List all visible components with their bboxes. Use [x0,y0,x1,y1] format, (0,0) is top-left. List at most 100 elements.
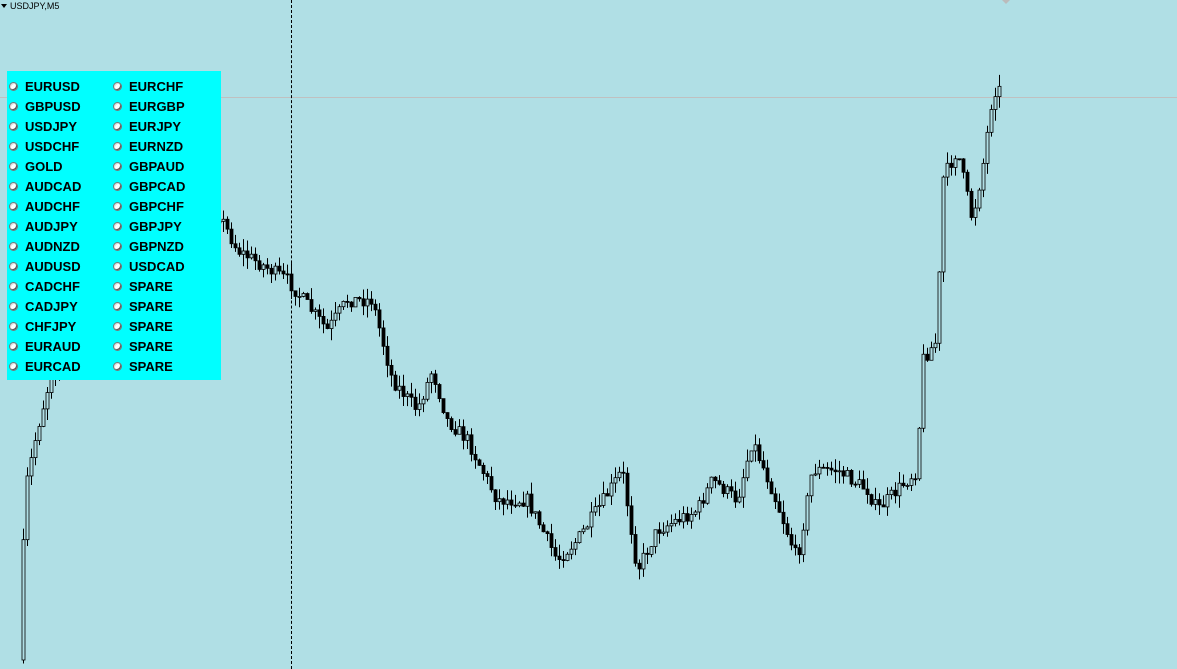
symbol-radio-gbpusd[interactable]: GBPUSD [9,96,81,116]
radio-icon[interactable] [113,241,122,251]
symbol-selector-panel: EURUSD GBPUSD USDJPY USDCHF GOLD AUDCAD AUDCHF… [7,71,221,380]
candle-body [861,479,866,490]
candle-body [645,552,650,555]
radio-icon[interactable] [9,261,18,271]
radio-icon[interactable] [9,201,18,211]
candle-body [585,526,590,530]
symbol-radio-cadjpy[interactable]: CADJPY [9,296,78,316]
symbol-label: SPARE [129,338,173,354]
candle-body [717,480,722,485]
symbol-radio-audjpy[interactable]: AUDJPY [9,216,78,236]
radio-icon[interactable] [9,81,18,91]
symbol-radio-eurusd[interactable]: EURUSD [9,76,80,96]
symbol-radio-spare[interactable]: SPARE [113,336,173,356]
candle-body [789,534,794,546]
symbol-radio-audnzd[interactable]: AUDNZD [9,236,80,256]
candle-body [701,500,706,504]
radio-icon[interactable] [113,281,122,291]
candle-body [941,176,946,273]
dropdown-triangle-icon[interactable] [1,4,7,8]
radio-icon[interactable] [9,121,18,131]
symbol-radio-eurnzd[interactable]: EURNZD [113,136,183,156]
candle-body [849,470,854,485]
radio-icon[interactable] [9,341,18,351]
candle-body [917,427,922,480]
radio-icon[interactable] [113,321,122,331]
symbol-radio-usdchf[interactable]: USDCHF [9,136,79,156]
radio-icon[interactable] [113,81,122,91]
radio-icon[interactable] [9,161,18,171]
radio-icon[interactable] [113,101,122,111]
symbol-radio-eurchf[interactable]: EURCHF [113,76,183,96]
candle-body [297,296,302,298]
candle-body [813,473,818,476]
candle-body [809,474,814,497]
radio-icon[interactable] [9,241,18,251]
symbol-radio-chfjpy[interactable]: CHFJPY [9,316,76,336]
symbol-radio-usdcad[interactable]: USDCAD [113,256,185,276]
symbol-radio-euraud[interactable]: EURAUD [9,336,81,356]
radio-icon[interactable] [9,221,18,231]
candle-body [517,502,522,507]
symbol-radio-gbpjpy[interactable]: GBPJPY [113,216,182,236]
candle-body [529,493,534,514]
shift-marker-icon[interactable] [1002,0,1010,4]
candle-body [637,562,642,570]
symbol-label: EURCHF [129,78,184,94]
candle-body [957,158,962,161]
symbol-radio-cadchf[interactable]: CADCHF [9,276,80,296]
candle-body [317,309,322,317]
candle-body [817,466,822,475]
candle-body [669,523,674,527]
symbol-radio-audchf[interactable]: AUDCHF [9,196,80,216]
radio-icon[interactable] [113,201,122,211]
candle-body [509,499,514,506]
radio-icon[interactable] [113,121,122,131]
symbol-label: USDCHF [25,138,80,154]
radio-icon[interactable] [113,361,122,371]
candle-body [353,297,358,308]
symbol-radio-gold[interactable]: GOLD [9,156,63,176]
symbol-radio-spare[interactable]: SPARE [113,356,173,376]
radio-icon[interactable] [113,301,122,311]
radio-icon[interactable] [9,281,18,291]
radio-icon[interactable] [9,301,18,311]
symbol-radio-gbpchf[interactable]: GBPCHF [113,196,184,216]
symbol-radio-eurjpy[interactable]: EURJPY [113,116,181,136]
candle-body [281,270,286,275]
symbol-label: GBPAUD [129,158,185,174]
symbol-radio-audusd[interactable]: AUDUSD [9,256,81,276]
candle-body [573,542,578,550]
radio-icon[interactable] [9,101,18,111]
radio-icon[interactable] [9,181,18,191]
candle-body [629,505,634,535]
radio-icon[interactable] [9,321,18,331]
candle-body [541,524,546,533]
symbol-radio-gbpaud[interactable]: GBPAUD [113,156,184,176]
radio-icon[interactable] [113,181,122,191]
candle-body [429,373,434,383]
symbol-radio-spare[interactable]: SPARE [113,316,173,336]
symbol-radio-gbpcad[interactable]: GBPCAD [113,176,185,196]
symbol-radio-eurcad[interactable]: EURCAD [9,356,81,376]
symbol-radio-spare[interactable]: SPARE [113,296,173,316]
candle-body [233,243,238,249]
radio-icon[interactable] [113,341,122,351]
symbol-radio-spare[interactable]: SPARE [113,276,173,296]
symbol-radio-audcad[interactable]: AUDCAD [9,176,81,196]
radio-icon[interactable] [9,361,18,371]
candle-body [321,316,326,325]
radio-icon[interactable] [113,221,122,231]
symbol-radio-eurgbp[interactable]: EURGBP [113,96,185,116]
radio-icon[interactable] [113,141,122,151]
symbol-radio-gbpnzd[interactable]: GBPNZD [113,236,184,256]
symbol-radio-usdjpy[interactable]: USDJPY [9,116,77,136]
candle-body [441,398,446,413]
radio-icon[interactable] [9,141,18,151]
candle-body [761,460,766,469]
radio-icon[interactable] [113,161,122,171]
radio-icon[interactable] [113,261,122,271]
candle-body [29,457,34,477]
candle-body [245,250,250,259]
candle-body [565,553,570,561]
